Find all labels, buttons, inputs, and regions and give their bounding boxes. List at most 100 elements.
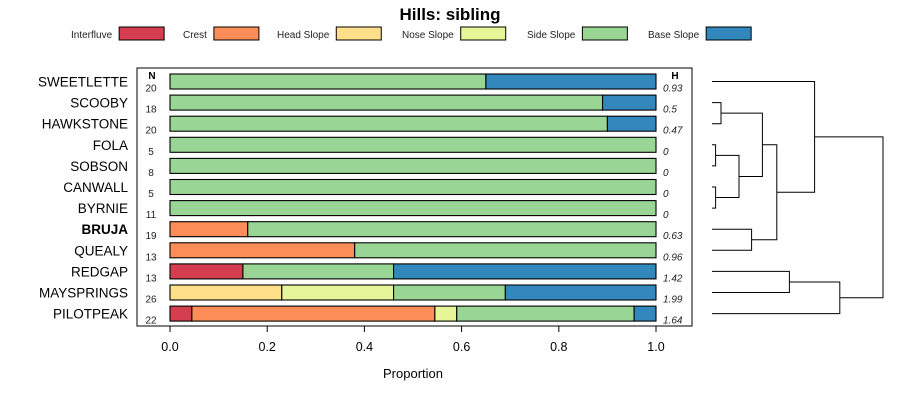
row-label-sweetlette: SWEETLETTE	[38, 75, 128, 90]
row-label-scooby: SCOOBY	[70, 96, 128, 111]
bar-segment-redgap-side-slope	[242, 263, 395, 280]
legend-swatch-side-slope	[581, 26, 628, 41]
bar-segment-sweetlette-side-slope	[169, 73, 487, 90]
bar-segment-pilotpeak-side-slope	[456, 305, 635, 322]
n-value-maysprings: 26	[145, 295, 157, 306]
bar-segment-redgap-base-slope	[393, 263, 657, 280]
legend-label-head-slope: Head Slope	[277, 30, 330, 41]
dendrogram-branch-2	[712, 102, 722, 125]
dendrogram-branch-3	[715, 154, 740, 199]
h-value-bruja: 0.63	[663, 231, 683, 242]
bar-segment-fola-side-slope	[169, 136, 657, 153]
bar-segment-scooby-side-slope	[169, 94, 604, 111]
bar-segment-maysprings-base-slope	[504, 284, 657, 301]
legend-label-crest: Crest	[183, 30, 207, 41]
h-value-pilotpeak: 1.64	[663, 316, 683, 327]
bar-segment-pilotpeak-base-slope	[633, 305, 657, 322]
plot-panel	[136, 67, 693, 327]
h-value-canwall: 0	[663, 189, 669, 200]
bar-segment-byrnie-side-slope	[169, 200, 657, 217]
bar-segment-hawkstone-side-slope	[169, 115, 608, 132]
bar-segment-bruja-crest	[169, 221, 249, 238]
x-tick-label-5: 1.0	[647, 340, 664, 354]
h-value-maysprings: 1.99	[663, 295, 683, 306]
bar-segment-sobson-side-slope	[169, 157, 657, 174]
h-value-sweetlette: 0.93	[663, 84, 683, 95]
n-value-canwall: 5	[148, 189, 154, 200]
legend-label-base-slope: Base Slope	[648, 30, 700, 41]
legend-swatch-interfluve	[118, 26, 165, 41]
dendrogram-branch-4	[721, 112, 763, 177]
n-value-hawkstone: 20	[145, 126, 157, 137]
legend-label-nose-slope: Nose Slope	[402, 30, 454, 41]
dendrogram	[712, 81, 884, 315]
row-label-fola: FOLA	[93, 138, 128, 153]
h-value-hawkstone: 0.47	[663, 126, 683, 137]
legend-label-interfluve: Interfluve	[71, 30, 113, 41]
legend-swatch-base-slope	[705, 26, 752, 41]
bar-segment-bruja-side-slope	[247, 221, 657, 238]
h-value-sobson: 0	[663, 168, 669, 179]
n-value-bruja: 19	[145, 231, 157, 242]
dendrogram-branch-9	[712, 281, 841, 315]
row-label-hawkstone: HAWKSTONE	[42, 117, 128, 132]
bar-segment-quealy-crest	[169, 242, 356, 259]
legend-swatch-crest	[213, 26, 260, 41]
dendrogram-branch-7	[712, 81, 816, 193]
x-tick-label-1: 0.2	[259, 340, 276, 354]
bar-segment-canwall-side-slope	[169, 178, 657, 196]
h-value-byrnie: 0	[663, 210, 669, 221]
bar-segment-pilotpeak-crest	[191, 305, 436, 322]
legend-swatch-nose-slope	[460, 26, 507, 41]
x-tick-label-2: 0.4	[356, 340, 373, 354]
n-value-quealy: 13	[145, 252, 157, 263]
n-value-fola: 5	[148, 147, 154, 158]
row-label-canwall: CANWALL	[63, 180, 128, 195]
x-axis-label: Proportion	[383, 366, 443, 381]
bar-segment-pilotpeak-nose-slope	[434, 305, 458, 322]
row-label-sobson: SOBSON	[70, 159, 128, 174]
row-label-maysprings: MAYSPRINGS	[39, 286, 128, 301]
dendrogram-branch-0	[712, 144, 717, 167]
dendrogram-branch-5	[712, 228, 753, 251]
n-value-pilotpeak: 22	[145, 316, 157, 327]
dendrogram-branch-6	[751, 144, 778, 241]
bar-segment-hawkstone-base-slope	[606, 115, 657, 132]
chart-title: Hills: sibling	[399, 5, 500, 24]
h-value-quealy: 0.96	[663, 252, 683, 263]
row-label-byrnie: BYRNIE	[78, 201, 128, 216]
dendrogram-branch-1	[712, 186, 717, 209]
dendrogram-branch-10	[814, 136, 884, 299]
rows-group: SWEETLETTE 20 0.93 SCOOBY 18 0.5 HAWKSTONE 20 0.…	[38, 73, 683, 327]
n-header: N	[148, 71, 155, 82]
h-value-fola: 0	[663, 147, 669, 158]
row-label-redgap: REDGAP	[71, 264, 128, 279]
row-label-quealy: QUEALY	[74, 243, 128, 258]
bar-segment-redgap-interfluve	[169, 263, 244, 280]
legend: Interfluve Crest Head Slope Nose Slope Side …	[71, 26, 752, 41]
bar-segment-pilotpeak-interfluve	[169, 305, 193, 322]
bar-segment-sweetlette-base-slope	[485, 73, 657, 90]
x-tick-label-3: 0.6	[453, 340, 470, 354]
row-label-bruja: BRUJA	[81, 222, 128, 237]
n-value-sweetlette: 20	[145, 84, 157, 95]
bar-segment-maysprings-nose-slope	[281, 284, 395, 301]
n-value-sobson: 8	[148, 168, 154, 179]
bar-segment-maysprings-side-slope	[393, 284, 506, 301]
h-header: H	[671, 71, 678, 82]
legend-swatch-head-slope	[335, 26, 382, 41]
legend-label-side-slope: Side Slope	[527, 30, 576, 41]
x-tick-label-4: 0.8	[550, 340, 567, 354]
n-value-redgap: 13	[145, 273, 157, 284]
row-label-pilotpeak: PILOTPEAK	[53, 307, 128, 322]
x-axis: 0.0 0.2 0.4 0.6 0.8 1.0	[161, 326, 665, 354]
h-value-scooby: 0.5	[663, 105, 677, 116]
h-value-redgap: 1.42	[663, 273, 683, 284]
bar-segment-scooby-base-slope	[601, 94, 657, 111]
n-value-scooby: 18	[145, 105, 157, 116]
dendrogram-branch-8	[712, 270, 790, 293]
bar-segment-maysprings-head-slope	[169, 284, 283, 301]
bar-segment-quealy-side-slope	[354, 242, 657, 259]
n-value-byrnie: 11	[146, 210, 157, 221]
